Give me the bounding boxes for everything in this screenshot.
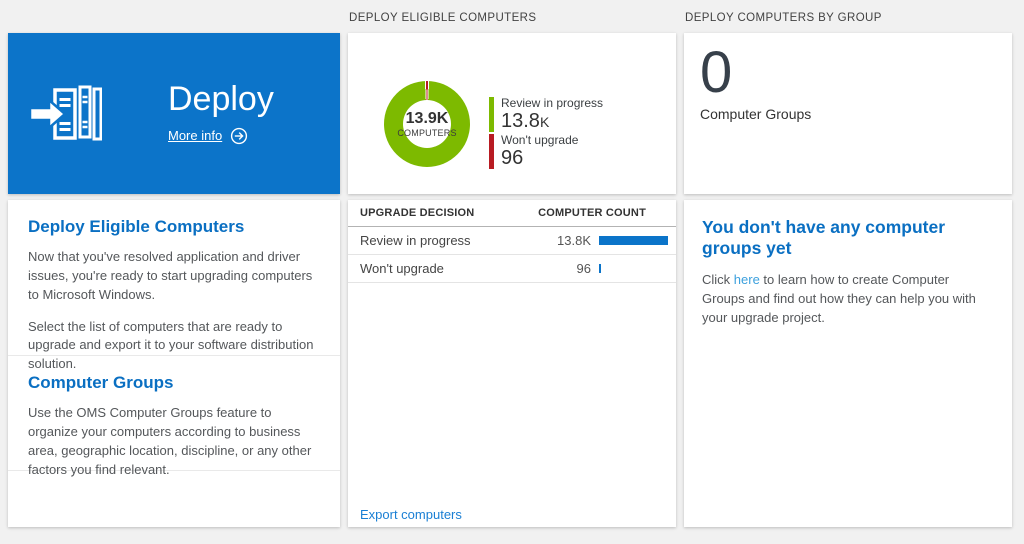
legend-value-number: 96	[501, 146, 524, 169]
donut-center-value: 13.9K	[405, 110, 449, 127]
legend-label: Review in progress	[501, 96, 604, 110]
deploy-eligible-computers-paragraph-1: Now that you've resolved application and…	[28, 249, 313, 302]
deploy-eligible-computers-paragraph-2: Select the list of computers that are re…	[28, 318, 314, 372]
deploy-tile: Deploy More info	[8, 33, 340, 194]
chart-legend: Review in progress 13.8K Won't upgrade 9…	[489, 96, 604, 171]
deploy-icon	[30, 85, 102, 140]
deploy-eligible-computers-heading: Deploy Eligible Computers	[28, 217, 245, 236]
row-label: Review in progress	[360, 233, 471, 248]
arrow-circle-icon	[231, 127, 248, 144]
section-header-deploy-computers-by-group: DEPLOY COMPUTERS BY GROUP	[685, 12, 882, 24]
no-computer-groups-heading: You don't have any computer groups yet	[702, 217, 946, 258]
more-info-label: More info	[168, 128, 223, 144]
row-bar-cell	[599, 236, 672, 245]
deploy-tile-title: Deploy	[168, 80, 274, 119]
body-text: to learn how to create Computer Groups a…	[702, 272, 976, 325]
table-header-row: UPGRADE DECISION COMPUTER COUNT	[348, 200, 676, 227]
column-header-computer-count: COMPUTER COUNT	[538, 207, 646, 219]
body-text: Click	[702, 272, 734, 287]
here-link[interactable]: here	[733, 272, 760, 287]
no-computer-groups-body: Click here to learn how to create Comput…	[702, 271, 994, 328]
legend-label: Won't upgrade	[501, 132, 579, 147]
export-computers-link[interactable]: Export computers	[360, 507, 462, 522]
legend-value: 96	[501, 146, 578, 169]
count-bar	[599, 264, 601, 273]
computer-groups-heading: Computer Groups	[28, 373, 174, 392]
legend-item-review-in-progress: Review in progress 13.8K	[489, 96, 604, 132]
row-label: Won't upgrade	[360, 261, 444, 276]
upgrade-decision-table-card: UPGRADE DECISION COMPUTER COUNT Review i…	[348, 200, 676, 527]
donut-center: 13.9K COMPUTERS	[397, 100, 456, 148]
legend-swatch-red	[489, 133, 494, 169]
row-value: 13.8K	[557, 233, 591, 248]
row-value: 96	[576, 261, 591, 276]
donut-center-label: COMPUTERS	[397, 128, 457, 138]
eligible-computers-chart-tile: 13.9K COMPUTERS Review in progress 13.8K…	[348, 33, 676, 194]
legend-value-number: 13.8	[501, 109, 540, 132]
legend-value: 13.8K	[501, 109, 603, 132]
legend-swatch-green	[489, 97, 494, 132]
section-header-deploy-eligible-computers: DEPLOY ELIGIBLE COMPUTERS	[349, 12, 537, 24]
table-row-wont-upgrade[interactable]: Won't upgrade 96	[348, 255, 676, 283]
row-bar-cell	[599, 264, 672, 273]
empty-section	[8, 470, 340, 526]
more-info-link[interactable]: More info	[168, 127, 274, 145]
column-header-upgrade-decision: UPGRADE DECISION	[360, 207, 475, 219]
donut-chart: 13.9K COMPUTERS	[384, 81, 470, 167]
computer-groups-count-label: Computer Groups	[700, 105, 812, 122]
table-row-review-in-progress[interactable]: Review in progress 13.8K	[348, 227, 676, 255]
computer-groups-paragraph: Use the OMS Computer Groups feature to o…	[28, 405, 312, 477]
computer-groups-count-tile: 0 Computer Groups	[684, 33, 1012, 194]
deploy-eligible-computers-section: Deploy Eligible Computers Now that you'v…	[8, 200, 340, 371]
computer-groups-section: Computer Groups Use the OMS Computer Gro…	[8, 355, 340, 477]
no-computer-groups-card: You don't have any computer groups yet C…	[684, 200, 1012, 527]
legend-value-suffix: K	[539, 113, 550, 130]
count-bar	[599, 236, 668, 245]
computer-groups-count: 0	[700, 40, 733, 105]
deploy-info-card: Deploy Eligible Computers Now that you'v…	[8, 200, 340, 527]
legend-item-wont-upgrade: Won't upgrade 96	[489, 132, 603, 169]
